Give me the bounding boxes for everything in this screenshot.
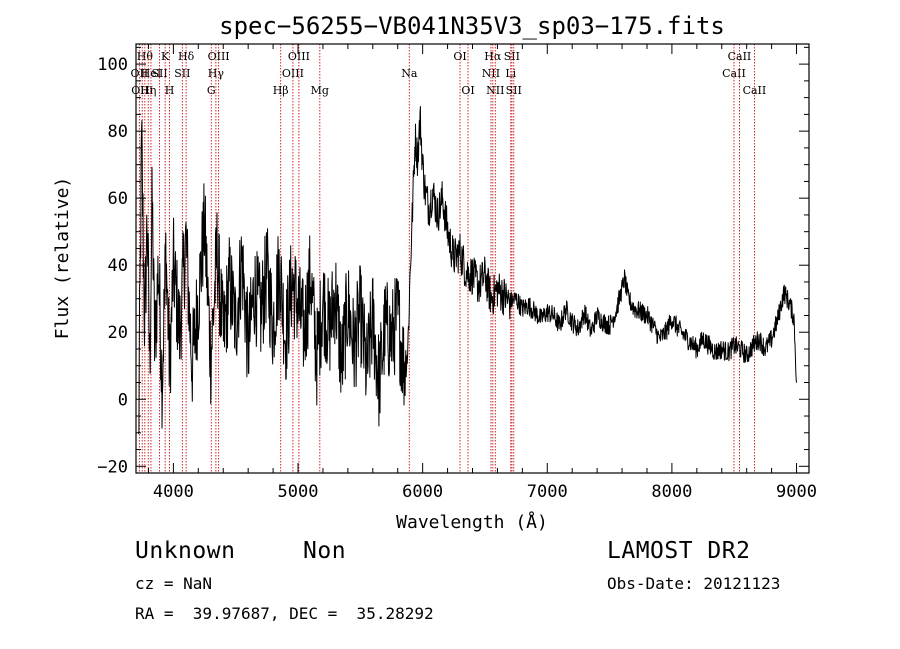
marker-label-21: Hα bbox=[484, 50, 502, 63]
x-tick-label-1: 5000 bbox=[278, 482, 319, 502]
x-axis-label: Wavelength (Å) bbox=[396, 511, 548, 533]
spectrum-chart: spec−56255−VB041N35V3_sp03−175.fits OII O… bbox=[52, 12, 817, 533]
marker-label-7: H bbox=[165, 84, 175, 97]
marker-label-8: SII bbox=[174, 67, 190, 80]
marker-label-14: OIII bbox=[282, 67, 304, 80]
marker-label-4: HeI bbox=[141, 67, 161, 80]
y-tick-label-3: 40 bbox=[108, 256, 128, 276]
marker-label-12: OIII bbox=[208, 50, 230, 63]
marker-label-25: SII bbox=[506, 84, 522, 97]
x-tick-label-0: 4000 bbox=[153, 482, 194, 502]
marker-label-28: CaII bbox=[743, 84, 767, 97]
marker-label-11: Hγ bbox=[208, 67, 225, 80]
marker-label-26: CaII bbox=[722, 67, 746, 80]
marker-label-17: Na bbox=[401, 67, 418, 80]
spectrum-series bbox=[138, 106, 797, 434]
y-axis-label: Flux (relative) bbox=[52, 177, 73, 340]
marker-label-2: Hθ bbox=[137, 50, 154, 63]
line-markers: OIIOIIIHθHηHeISIIKHSIIHδGHγOIIIHβOIIIOII… bbox=[131, 44, 767, 473]
y-tick-label-6: 100 bbox=[97, 55, 128, 75]
survey-label: LAMOST DR2 bbox=[607, 538, 751, 564]
marker-label-5: SII bbox=[151, 67, 167, 80]
marker-label-3: Hη bbox=[140, 84, 156, 97]
marker-label-24: SII bbox=[504, 50, 520, 63]
x-tick-label-5: 9000 bbox=[776, 482, 817, 502]
y-tick-label-5: 80 bbox=[108, 122, 128, 142]
coordinates-label: RA = 39.97687, DEC = 35.28292 bbox=[135, 604, 434, 623]
marker-label-15: OIII bbox=[288, 50, 310, 63]
marker-label-27: CaII bbox=[728, 50, 752, 63]
class-label: Unknown bbox=[135, 538, 236, 564]
axes: 4000 5000 6000 7000 8000 9000 −20 0 20 40 60 80 100 bbox=[97, 44, 817, 502]
marker-label-0: OII bbox=[131, 67, 149, 80]
obs-date-label: Obs-Date: 20121123 bbox=[607, 574, 781, 593]
marker-label-19: OI bbox=[461, 84, 474, 97]
marker-label-16: Mg bbox=[311, 84, 329, 97]
y-tick-label-0: −20 bbox=[97, 457, 128, 477]
marker-label-1: OIII bbox=[131, 84, 153, 97]
redshift-label: cz = NaN bbox=[135, 574, 213, 593]
marker-label-10: G bbox=[207, 84, 216, 97]
marker-label-13: Hβ bbox=[273, 84, 289, 97]
y-tick-label-2: 20 bbox=[108, 323, 128, 343]
x-tick-label-3: 7000 bbox=[527, 482, 568, 502]
marker-label-18: OI bbox=[453, 50, 466, 63]
marker-label-23: Li bbox=[505, 67, 516, 80]
marker-label-20: NII bbox=[482, 67, 500, 80]
marker-label-9: Hδ bbox=[178, 50, 195, 63]
y-tick-label-1: 0 bbox=[118, 390, 128, 410]
spectrum-line bbox=[138, 106, 797, 434]
x-tick-label-4: 8000 bbox=[651, 482, 692, 502]
y-tick-label-4: 60 bbox=[108, 189, 128, 209]
marker-label-22: NII bbox=[486, 84, 504, 97]
chart-title: spec−56255−VB041N35V3_sp03−175.fits bbox=[219, 12, 725, 40]
plot-frame bbox=[135, 43, 810, 474]
subclass-label: Non bbox=[303, 538, 347, 564]
marker-label-6: K bbox=[161, 50, 170, 63]
x-tick-label-2: 6000 bbox=[402, 482, 443, 502]
